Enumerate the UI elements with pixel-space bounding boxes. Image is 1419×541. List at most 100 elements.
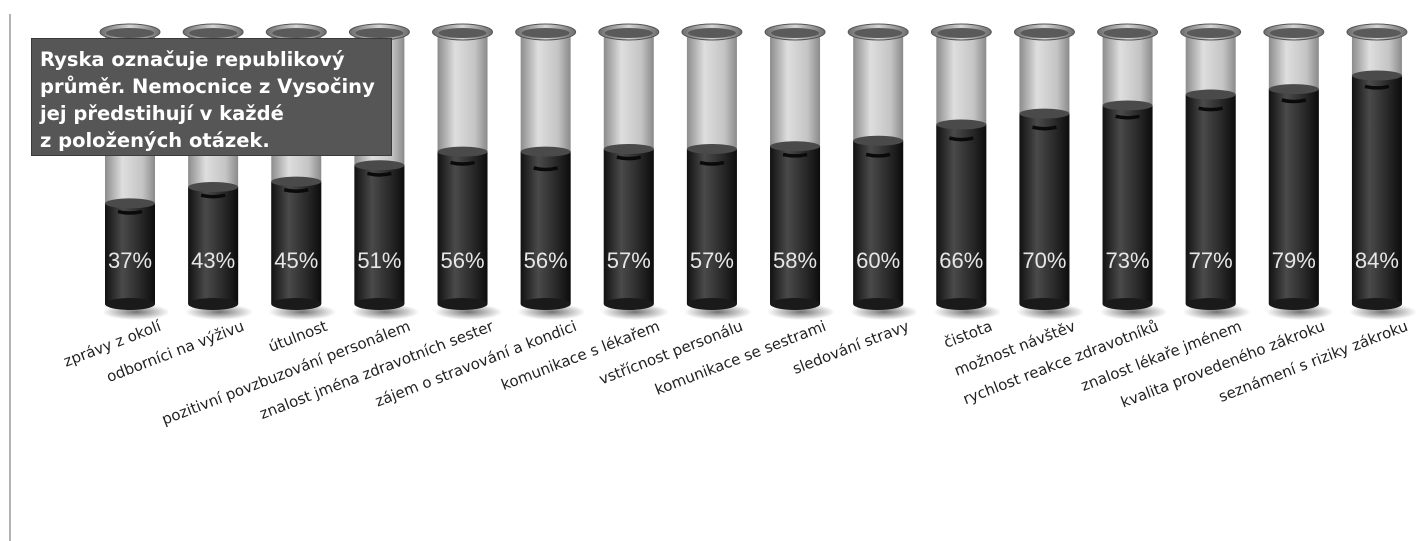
tube-16: 84%	[1346, 23, 1417, 320]
average-marker	[782, 152, 808, 158]
tube-bottom	[686, 298, 737, 310]
tube-bottom	[770, 298, 821, 310]
tube-rim-inner	[687, 28, 736, 38]
average-marker	[283, 188, 309, 194]
tube-13: 73%	[1097, 23, 1168, 320]
bar-fill-top	[520, 146, 571, 157]
bar-fill-top	[936, 119, 987, 130]
tube-15: 79%	[1263, 23, 1334, 320]
category-label: odborníci na výživu	[104, 317, 247, 386]
value-label: 43%	[191, 248, 235, 273]
bar-fill	[1019, 113, 1070, 304]
value-label: 56%	[524, 248, 568, 273]
annotation-note: Ryska označuje republikový průměr. Nemoc…	[31, 38, 392, 156]
value-label: 70%	[1022, 248, 1066, 273]
average-marker	[699, 160, 725, 166]
tubes-layer: 37% 43% 45% 51% 56% 56% 57% 57% 58% 60% 66% 70% 73% 7…	[99, 23, 1417, 320]
bar-fill-top	[188, 182, 239, 193]
tube-bottom	[188, 298, 239, 310]
value-label: 84%	[1355, 248, 1399, 273]
bar-fill	[1102, 105, 1153, 304]
tube-bottom	[437, 298, 488, 310]
tube-rim-inner	[1020, 28, 1069, 38]
bar-fill-top	[105, 198, 155, 209]
average-marker	[1032, 125, 1057, 131]
tube-bottom	[1102, 298, 1153, 310]
bar-fill	[1351, 75, 1402, 305]
average-marker	[366, 171, 392, 177]
average-marker	[450, 160, 475, 166]
tube-bottom	[853, 298, 904, 310]
average-marker	[1198, 106, 1224, 112]
tube-6: 56%	[515, 23, 586, 320]
average-marker	[865, 152, 891, 158]
value-label: 66%	[939, 248, 983, 273]
tube-bottom	[1185, 298, 1236, 310]
tube-rim-inner	[355, 28, 404, 38]
average-marker	[117, 209, 143, 215]
tube-5: 56%	[432, 23, 503, 320]
bar-fill-top	[603, 143, 654, 154]
tube-rim-inner	[771, 28, 820, 38]
tube-rim-inner	[189, 28, 238, 38]
tube-bottom	[936, 298, 987, 310]
average-marker	[200, 193, 226, 199]
tube-rim-inner	[1269, 28, 1318, 38]
average-marker	[533, 166, 559, 172]
bar-fill	[1185, 94, 1236, 304]
bar-fill	[271, 181, 322, 304]
value-label: 45%	[274, 248, 318, 273]
value-label: 51%	[357, 248, 401, 273]
value-label: 58%	[773, 248, 817, 273]
tube-rim-inner	[1186, 28, 1235, 38]
bar-fill-top	[770, 141, 821, 152]
value-label: 37%	[108, 248, 152, 273]
bar-fill	[1268, 89, 1319, 305]
tube-bottom	[1019, 298, 1070, 310]
tube-bottom	[1351, 298, 1402, 310]
average-marker	[1281, 98, 1307, 104]
category-label: čistota	[941, 317, 994, 352]
value-label: 56%	[440, 248, 484, 273]
tube-8: 57%	[681, 23, 752, 320]
tube-rim-inner	[937, 28, 986, 38]
value-label: 73%	[1106, 248, 1150, 273]
tube-rim-inner	[1103, 28, 1152, 38]
bar-fill	[936, 124, 987, 304]
value-label: 79%	[1272, 248, 1316, 273]
tube-rim-inner	[521, 28, 570, 38]
average-marker	[1115, 114, 1140, 120]
tube-bottom	[520, 298, 571, 310]
bar-fill	[853, 140, 904, 304]
bar-fill	[603, 148, 654, 304]
tube-rim-inner	[106, 28, 154, 38]
tube-bottom	[354, 298, 405, 310]
average-marker	[948, 136, 974, 142]
tube-7: 57%	[598, 23, 669, 320]
bar-fill-top	[271, 176, 322, 187]
bar-fill-top	[1351, 70, 1402, 81]
bar-fill-top	[1268, 84, 1319, 95]
tube-bottom	[1268, 298, 1319, 310]
bar-fill-top	[354, 160, 405, 171]
bar-fill	[686, 148, 737, 304]
tube-10: 60%	[847, 23, 919, 320]
tube-rim-inner	[604, 28, 653, 38]
tube-11: 66%	[930, 23, 1002, 320]
bar-fill	[105, 203, 155, 304]
tube-bottom	[271, 298, 322, 310]
tube-14: 77%	[1180, 23, 1251, 320]
bar-fill	[520, 151, 571, 304]
average-marker	[616, 155, 642, 161]
tube-rim-inner	[854, 28, 903, 38]
bar-fill-top	[1019, 108, 1070, 119]
tube-bottom	[603, 298, 654, 310]
tube-bottom	[105, 298, 155, 310]
bar-fill	[437, 151, 488, 304]
bar-fill-top	[686, 143, 737, 154]
bar-fill	[188, 187, 239, 304]
tube-rim-inner	[1352, 28, 1401, 38]
tube-rim-inner	[272, 28, 321, 38]
